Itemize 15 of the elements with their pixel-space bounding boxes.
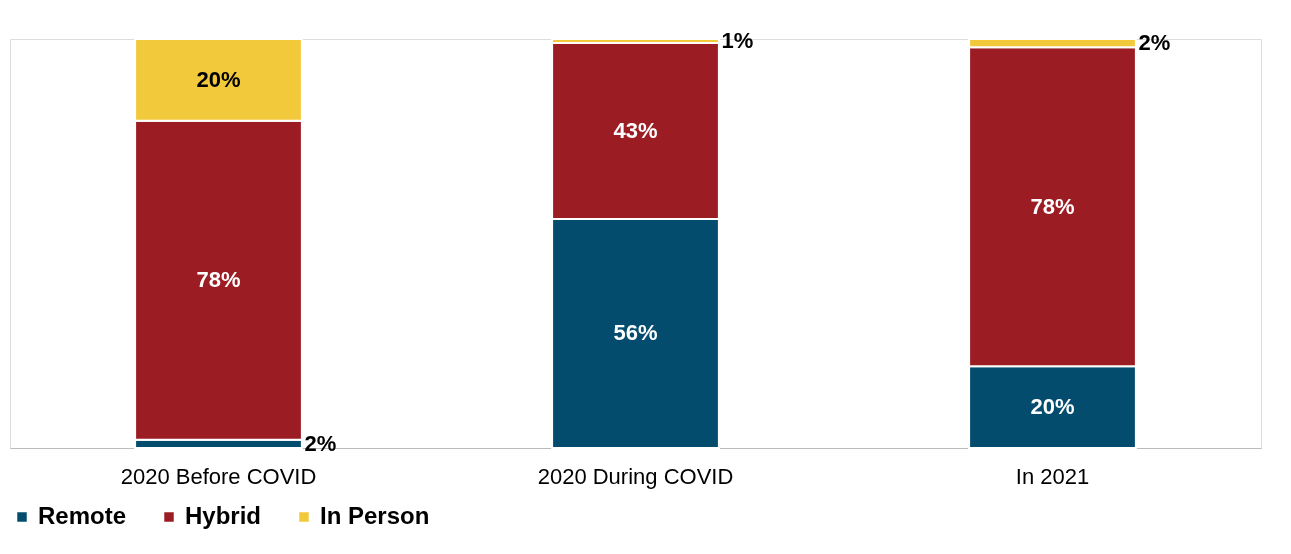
legend-label: Hybrid: [185, 502, 262, 529]
data-label: 2%: [304, 430, 337, 456]
data-label: 43%: [613, 118, 658, 144]
data-label: 1%: [721, 28, 754, 54]
data-label: 20%: [196, 66, 241, 92]
legend-label: Remote: [38, 502, 127, 529]
x-tick-label: In 2021: [1015, 463, 1090, 489]
data-label: 2%: [1138, 30, 1171, 56]
x-tick-label: 2020 Before COVID: [120, 463, 317, 489]
data-label: 78%: [196, 267, 241, 293]
data-label: 78%: [1030, 193, 1075, 219]
legend-label: In Person: [320, 502, 430, 529]
x-tick-label: 2020 During COVID: [537, 463, 734, 489]
data-label: 20%: [1030, 394, 1075, 420]
data-label: 56%: [613, 320, 658, 346]
